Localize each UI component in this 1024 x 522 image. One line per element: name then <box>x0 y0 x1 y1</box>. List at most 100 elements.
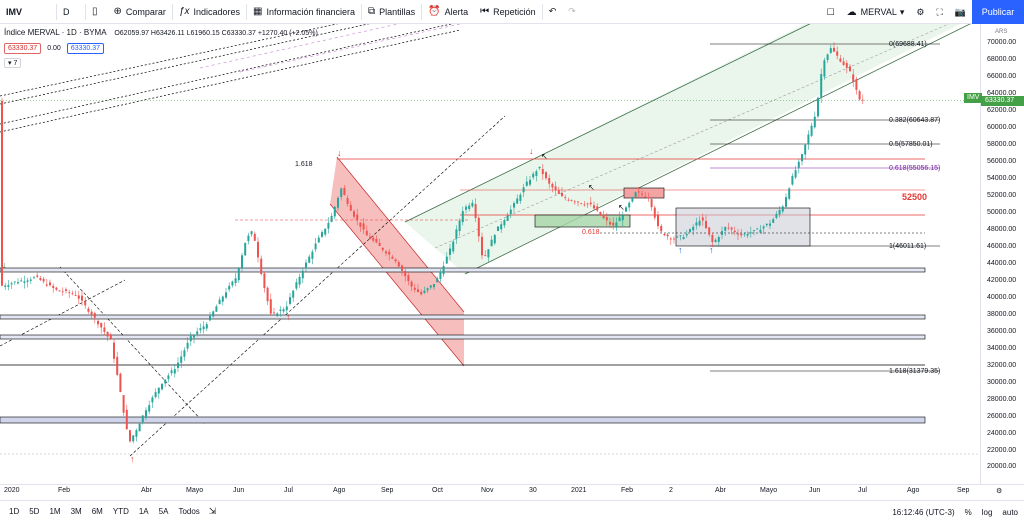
candle-body <box>823 60 826 77</box>
green-channel-bottom[interactable] <box>464 24 980 275</box>
range-button[interactable]: 6M <box>91 507 103 516</box>
zone-35200[interactable] <box>0 334 926 340</box>
time-tick: Mayo <box>186 487 204 494</box>
zone-25800[interactable] <box>0 416 926 424</box>
blue-arrow-up-icon: ↑ <box>678 245 683 255</box>
candle-body <box>861 99 864 101</box>
candle-body <box>586 203 589 205</box>
candle-body <box>711 235 714 242</box>
candle-body <box>631 197 634 202</box>
time-tick: Oct <box>432 487 443 494</box>
range-button[interactable]: 5A <box>158 507 169 516</box>
diag-purple-1[interactable] <box>199 24 420 69</box>
templates-button[interactable]: ⧉ Plantillas <box>362 0 421 24</box>
candle-body <box>506 215 509 221</box>
candle-body <box>593 205 595 209</box>
range-button[interactable]: 1D <box>9 507 20 516</box>
range-button[interactable]: 5D <box>29 507 40 516</box>
log-toggle[interactable]: log <box>981 507 993 517</box>
candle-body <box>842 61 845 66</box>
indicators-button[interactable]: ƒx Indicadores <box>173 0 246 24</box>
candle-body <box>23 281 26 283</box>
zone-42500[interactable] <box>0 267 926 273</box>
interval-button[interactable]: D <box>57 0 85 24</box>
range-button[interactable]: YTD <box>112 507 129 516</box>
candle-body <box>689 229 691 232</box>
undo-button[interactable]: ↶ <box>543 0 563 24</box>
candle-body <box>410 281 413 287</box>
candle-body <box>135 430 138 437</box>
sell-button[interactable]: 63330.37 <box>4 43 42 54</box>
candle-body <box>122 395 125 413</box>
layout-square-button[interactable]: ☐ <box>821 0 841 24</box>
settings-button[interactable]: ⚙ <box>910 0 930 24</box>
indicator-count: 7 <box>13 60 18 67</box>
diag-dashed-3[interactable] <box>0 24 460 125</box>
red-zone-box[interactable] <box>623 187 665 199</box>
price-tick: 22000.00 <box>987 446 1017 454</box>
grid-icon: ▦ <box>253 6 263 17</box>
bar-style-button[interactable]: ▯ <box>86 0 108 24</box>
range-button[interactable]: 3M <box>70 507 82 516</box>
snapshot-button[interactable]: 📷 <box>949 0 972 24</box>
candle-body <box>193 334 195 338</box>
candle-body <box>445 256 448 264</box>
range-button[interactable]: 1A <box>138 507 149 516</box>
zone-37800[interactable] <box>0 314 926 320</box>
green-channel-mid[interactable] <box>434 24 960 249</box>
diag-dashed-1[interactable] <box>0 24 430 97</box>
candle-body <box>714 239 717 242</box>
symbol-search[interactable]: IMV <box>0 0 56 24</box>
range-button[interactable]: Todos <box>178 507 200 516</box>
candle-body <box>154 392 157 398</box>
redo-button[interactable]: ↷ <box>562 0 582 24</box>
candle-body <box>13 281 16 283</box>
diag-purple-2[interactable] <box>239 24 461 73</box>
fullscreen-button[interactable]: ⛶ <box>930 0 948 24</box>
publish-button[interactable]: Publicar <box>972 0 1024 24</box>
alert-button[interactable]: ⏰ Alerta <box>422 0 474 24</box>
candle-body <box>708 227 711 235</box>
trend-dashed-left[interactable] <box>0 279 126 347</box>
percent-toggle[interactable]: % <box>964 507 972 517</box>
time-tick: Jun <box>809 487 821 494</box>
candle-body <box>573 201 576 203</box>
candle-body <box>849 66 851 72</box>
chart-legend: Índice MERVAL · 1D · BYMA O62059.97 H634… <box>4 28 318 37</box>
candle-body <box>260 258 263 274</box>
price-axis[interactable]: ARS 70000.00 68000.00 66000.00 64000.00 6200… <box>980 24 1024 484</box>
green-channel-top[interactable] <box>404 24 830 223</box>
divider <box>246 3 248 20</box>
consolidation-box[interactable] <box>675 207 811 247</box>
downtrend-dashed[interactable] <box>59 266 206 425</box>
candle-body <box>458 220 461 231</box>
calendar-range-icon[interactable]: ⇲ <box>208 506 217 516</box>
replay-button[interactable]: ⏮ Repetición <box>474 0 542 24</box>
candle-body <box>116 356 119 375</box>
price-tick: 30000.00 <box>987 378 1017 386</box>
red-channel-top[interactable] <box>336 156 465 313</box>
candle-body <box>7 285 10 287</box>
candle-body <box>628 202 631 208</box>
uptrend-dashed[interactable] <box>129 115 506 457</box>
auto-toggle[interactable]: auto <box>1002 507 1018 517</box>
spread-value: 0.00 <box>47 45 61 52</box>
financials-button[interactable]: ▦ Información financiera <box>247 0 361 24</box>
axis-settings-icon[interactable]: ⚙ <box>996 488 1003 495</box>
indicator-toggle[interactable]: ▾ 7 <box>4 58 22 68</box>
candle-body <box>362 223 365 230</box>
diag-dashed-4[interactable] <box>0 29 461 133</box>
candle-body <box>567 199 570 201</box>
candle-body <box>71 293 74 295</box>
price-tick: 56000.00 <box>987 157 1017 165</box>
clock-time[interactable]: 16:12:46 (UTC-3) <box>892 507 955 517</box>
layout-name-button[interactable]: ☁ MERVAL ▾ <box>841 0 911 24</box>
candle-body <box>676 236 679 238</box>
time-axis[interactable]: 2020 Feb Abr Mayo Jun Jul Ago Sep Oct Nov 30 2021 Fe… <box>0 484 1024 498</box>
fib-label-1: 1(46011.61) <box>889 243 926 250</box>
candle-body <box>817 97 819 117</box>
range-button[interactable]: 1M <box>49 507 61 516</box>
buy-button[interactable]: 63330.37 <box>66 43 105 54</box>
compare-button[interactable]: ⊕ Comparar <box>108 0 172 24</box>
price-chart[interactable]: ↓ ↓ ↓ ↑ ↑ ↑ ↑ ↖ ↖ ↖ 0(69688.41) 0.382(60… <box>0 24 980 484</box>
